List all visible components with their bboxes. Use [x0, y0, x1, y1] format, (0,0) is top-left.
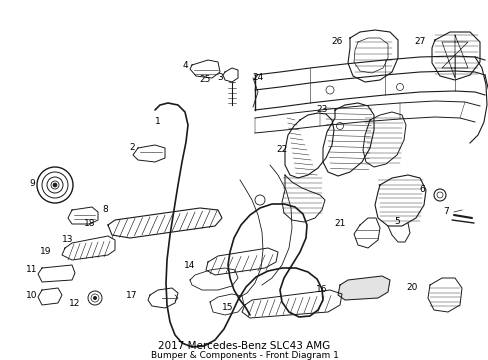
- Text: 6: 6: [418, 185, 424, 194]
- Text: 8: 8: [102, 206, 108, 215]
- Text: 5: 5: [393, 217, 399, 226]
- Text: 15: 15: [222, 303, 233, 312]
- Text: 24: 24: [252, 73, 263, 82]
- Text: 12: 12: [69, 298, 81, 307]
- Text: 26: 26: [331, 37, 342, 46]
- Text: 1: 1: [155, 117, 161, 126]
- Text: 16: 16: [316, 285, 327, 294]
- Text: 2: 2: [129, 144, 135, 153]
- Text: 20: 20: [406, 284, 417, 292]
- Text: 14: 14: [184, 261, 195, 270]
- Text: 18: 18: [84, 219, 96, 228]
- Text: Bumper & Components - Front Diagram 1: Bumper & Components - Front Diagram 1: [150, 351, 338, 360]
- Text: 23: 23: [316, 105, 327, 114]
- Text: 9: 9: [29, 179, 35, 188]
- Circle shape: [93, 296, 97, 300]
- Circle shape: [53, 183, 57, 187]
- Polygon shape: [337, 276, 389, 300]
- Text: 11: 11: [26, 266, 38, 274]
- Text: 27: 27: [413, 37, 425, 46]
- Text: 25: 25: [199, 76, 210, 85]
- Text: 17: 17: [126, 291, 138, 300]
- Text: 10: 10: [26, 291, 38, 300]
- Text: 22: 22: [276, 145, 287, 154]
- Text: 7: 7: [442, 207, 448, 216]
- Text: 4: 4: [182, 60, 187, 69]
- Text: 13: 13: [62, 235, 74, 244]
- Text: 19: 19: [40, 248, 52, 256]
- Text: 3: 3: [217, 73, 223, 82]
- Text: 21: 21: [334, 219, 345, 228]
- Text: 2017 Mercedes-Benz SLC43 AMG: 2017 Mercedes-Benz SLC43 AMG: [158, 341, 330, 351]
